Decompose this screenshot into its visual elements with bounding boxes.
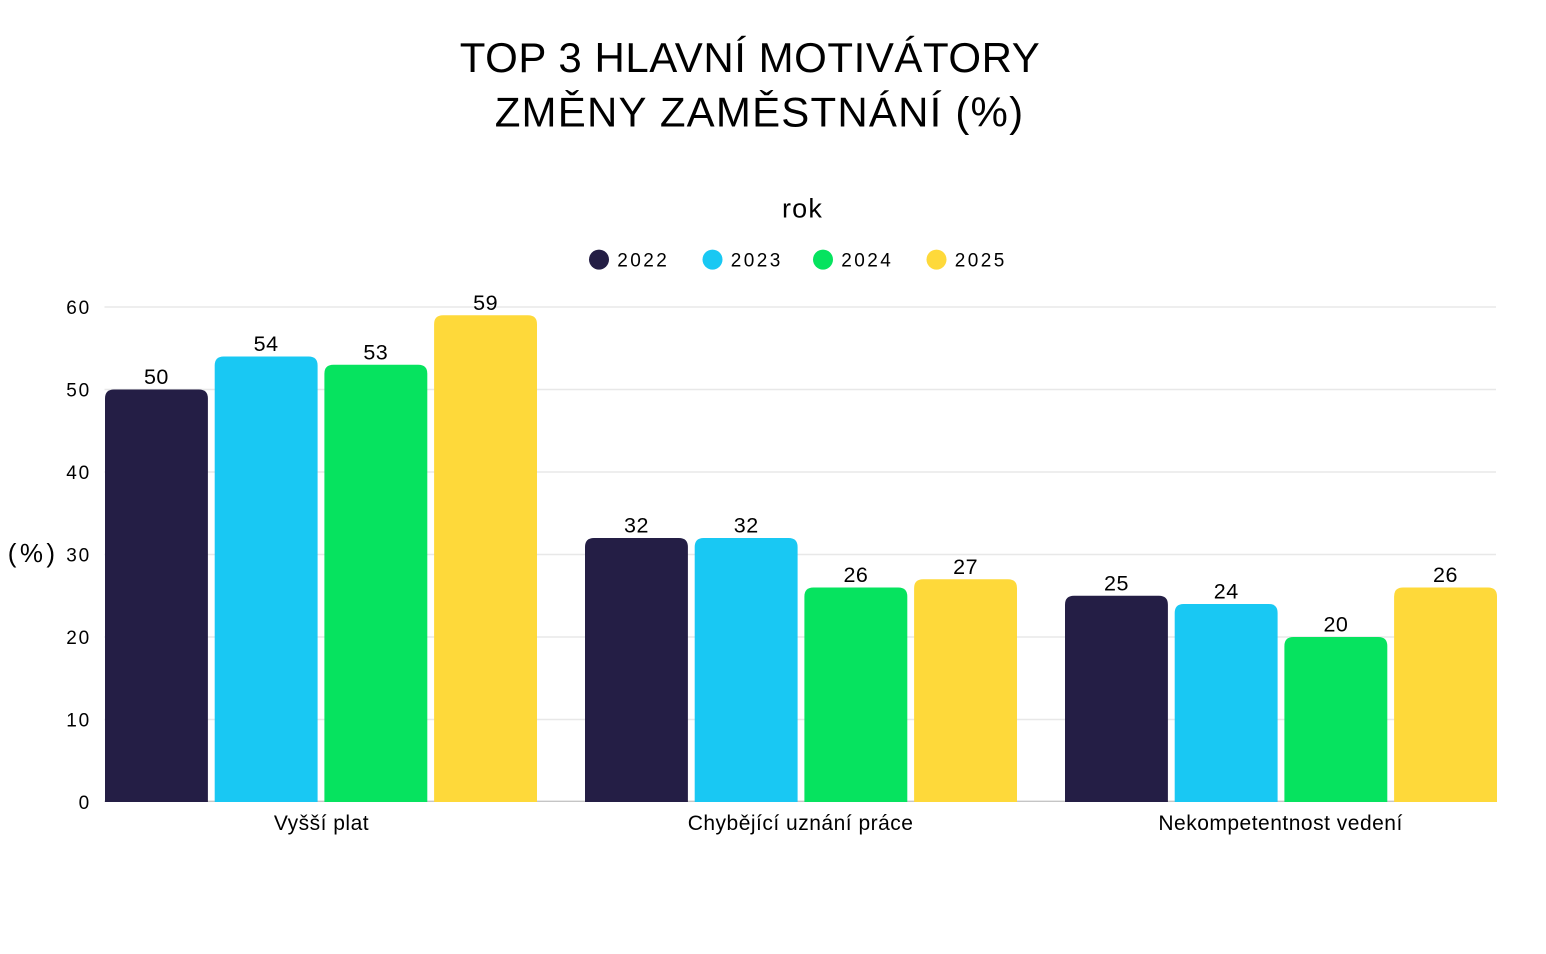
svg-text:rok: rok [782, 193, 823, 223]
svg-text:Vyšší plat: Vyšší plat [274, 812, 369, 835]
svg-text:Nekompetentnost vedení: Nekompetentnost vedení [1158, 812, 1402, 835]
svg-text:20: 20 [1323, 613, 1348, 637]
svg-text:26: 26 [1433, 563, 1458, 587]
svg-text:50: 50 [66, 380, 91, 401]
svg-text:32: 32 [624, 514, 649, 538]
svg-text:ZMĚNY ZAMĚSTNÁNÍ (%): ZMĚNY ZAMĚSTNÁNÍ (%) [495, 89, 1025, 136]
svg-text:40: 40 [66, 463, 91, 484]
svg-text:60: 60 [66, 298, 91, 319]
svg-text:10: 10 [66, 710, 91, 731]
svg-text:59: 59 [473, 291, 498, 315]
svg-text:2023: 2023 [731, 250, 783, 271]
svg-text:50: 50 [144, 365, 169, 389]
svg-text:(%): (%) [8, 538, 59, 568]
svg-text:2022: 2022 [617, 250, 669, 271]
svg-text:30: 30 [66, 545, 91, 566]
svg-text:26: 26 [843, 563, 868, 587]
svg-text:2025: 2025 [955, 250, 1007, 271]
svg-text:32: 32 [734, 514, 759, 538]
svg-text:25: 25 [1104, 571, 1129, 595]
svg-text:Chybějící uznání práce: Chybějící uznání práce [688, 812, 914, 835]
svg-text:TOP 3 HLAVNÍ MOTIVÁTORY: TOP 3 HLAVNÍ MOTIVÁTORY [460, 34, 1041, 81]
svg-text:2024: 2024 [841, 250, 893, 271]
svg-text:27: 27 [953, 555, 978, 579]
svg-text:54: 54 [254, 332, 279, 356]
svg-text:0: 0 [79, 793, 91, 814]
svg-text:24: 24 [1214, 580, 1239, 604]
svg-text:53: 53 [363, 340, 388, 364]
svg-text:20: 20 [66, 628, 91, 649]
